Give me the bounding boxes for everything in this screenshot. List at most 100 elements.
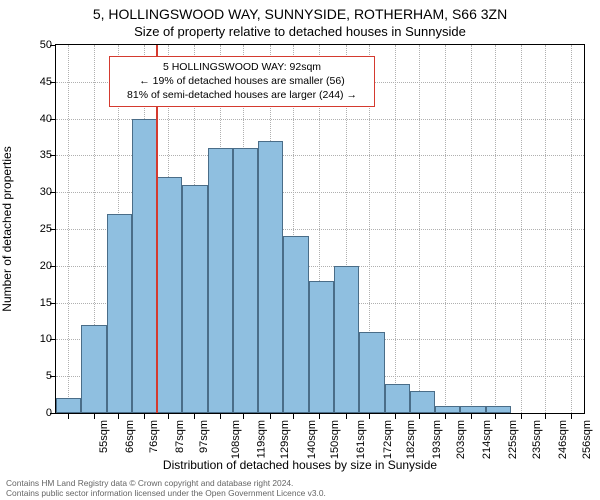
x-tick-mark [521,414,522,419]
x-tick-label: 119sqm [255,420,267,458]
x-tick-label: 246sqm [557,420,569,459]
histogram-bar [359,332,384,413]
y-tick-label: 45 [22,76,52,88]
y-tick-label: 40 [22,113,52,125]
chart-container: 5, HOLLINGSWOOD WAY, SUNNYSIDE, ROTHERHA… [0,0,600,500]
y-tick-label: 50 [22,39,52,51]
x-tick-mark [471,414,472,419]
histogram-bar [258,141,283,413]
y-tick-mark [50,119,55,120]
x-tick-label: 87sqm [174,420,186,453]
x-tick-label: 182sqm [405,420,417,459]
x-tick-label: 76sqm [148,420,160,453]
x-tick-mark [68,414,69,419]
x-tick-mark [270,414,271,419]
x-tick-label: 140sqm [306,420,318,459]
footer-line2: Contains public sector information licen… [6,488,326,498]
histogram-bar [460,406,485,413]
x-tick-mark [419,414,420,419]
x-tick-mark [168,414,169,419]
x-tick-label: 55sqm [98,420,110,453]
chart-title-main: 5, HOLLINGSWOOD WAY, SUNNYSIDE, ROTHERHA… [0,6,600,22]
x-tick-label: 108sqm [230,420,242,459]
histogram-bar [81,325,106,413]
y-tick-mark [50,82,55,83]
x-tick-label: 225sqm [507,420,519,459]
x-tick-mark [194,414,195,419]
y-tick-mark [50,303,55,304]
y-tick-mark [50,45,55,46]
y-tick-label: 15 [22,297,52,309]
y-tick-label: 0 [22,407,52,419]
histogram-bar [283,236,308,413]
histogram-bar [435,406,460,413]
y-tick-label: 5 [22,370,52,382]
x-tick-mark [118,414,119,419]
y-tick-mark [50,339,55,340]
x-tick-mark [220,414,221,419]
x-tick-mark [346,414,347,419]
x-tick-mark [94,414,95,419]
histogram-bar [233,148,258,413]
y-tick-mark [50,266,55,267]
chart-title-sub: Size of property relative to detached ho… [0,24,600,39]
histogram-bar [334,266,359,413]
y-tick-mark [50,155,55,156]
info-box-line: 5 HOLLINGSWOOD WAY: 92sqm [116,60,368,74]
x-tick-label: 203sqm [455,420,467,459]
y-tick-mark [50,192,55,193]
histogram-bar [309,281,334,413]
y-tick-label: 20 [22,260,52,272]
y-tick-label: 10 [22,333,52,345]
x-tick-label: 97sqm [198,420,210,453]
info-box-line: ← 19% of detached houses are smaller (56… [116,74,368,88]
y-tick-label: 25 [22,223,52,235]
grid-line-v [445,45,446,413]
plot-area: 5 HOLLINGSWOOD WAY: 92sqm← 19% of detach… [55,44,585,414]
y-tick-label: 30 [22,186,52,198]
x-tick-mark [243,414,244,419]
grid-line-v [395,45,396,413]
x-tick-label: 193sqm [431,420,443,459]
x-tick-mark [571,414,572,419]
histogram-bar [208,148,233,413]
footer-line1: Contains HM Land Registry data © Crown c… [6,478,326,488]
x-axis-label: Distribution of detached houses by size … [0,458,600,472]
histogram-bar [107,214,132,413]
y-tick-label: 35 [22,149,52,161]
histogram-bar [486,406,511,413]
grid-line-v [571,45,572,413]
x-tick-mark [445,414,446,419]
y-axis-label: Number of detached properties [0,146,14,311]
x-tick-label: 66sqm [124,420,136,453]
grid-line-v [68,45,69,413]
grid-line-v [545,45,546,413]
x-tick-label: 235sqm [531,420,543,459]
y-tick-mark [50,413,55,414]
x-tick-mark [495,414,496,419]
histogram-bar [410,391,435,413]
x-tick-label: 172sqm [382,420,394,459]
x-tick-mark [369,414,370,419]
x-tick-label: 161sqm [356,420,368,459]
x-tick-label: 256sqm [581,420,593,459]
info-box-line: 81% of semi-detached houses are larger (… [116,88,368,102]
x-tick-label: 150sqm [329,420,341,459]
y-tick-mark [50,229,55,230]
x-tick-mark [319,414,320,419]
histogram-bar [157,177,182,413]
x-tick-mark [144,414,145,419]
grid-line-v [471,45,472,413]
grid-line-v [419,45,420,413]
histogram-bar [132,119,157,413]
x-tick-label: 214sqm [481,420,493,459]
x-tick-mark [293,414,294,419]
x-tick-mark [395,414,396,419]
histogram-bar [56,398,81,413]
x-tick-mark [545,414,546,419]
x-tick-label: 129sqm [280,420,292,459]
grid-line-v [521,45,522,413]
histogram-bar [182,185,207,413]
y-tick-mark [50,376,55,377]
info-box: 5 HOLLINGSWOOD WAY: 92sqm← 19% of detach… [109,56,375,107]
